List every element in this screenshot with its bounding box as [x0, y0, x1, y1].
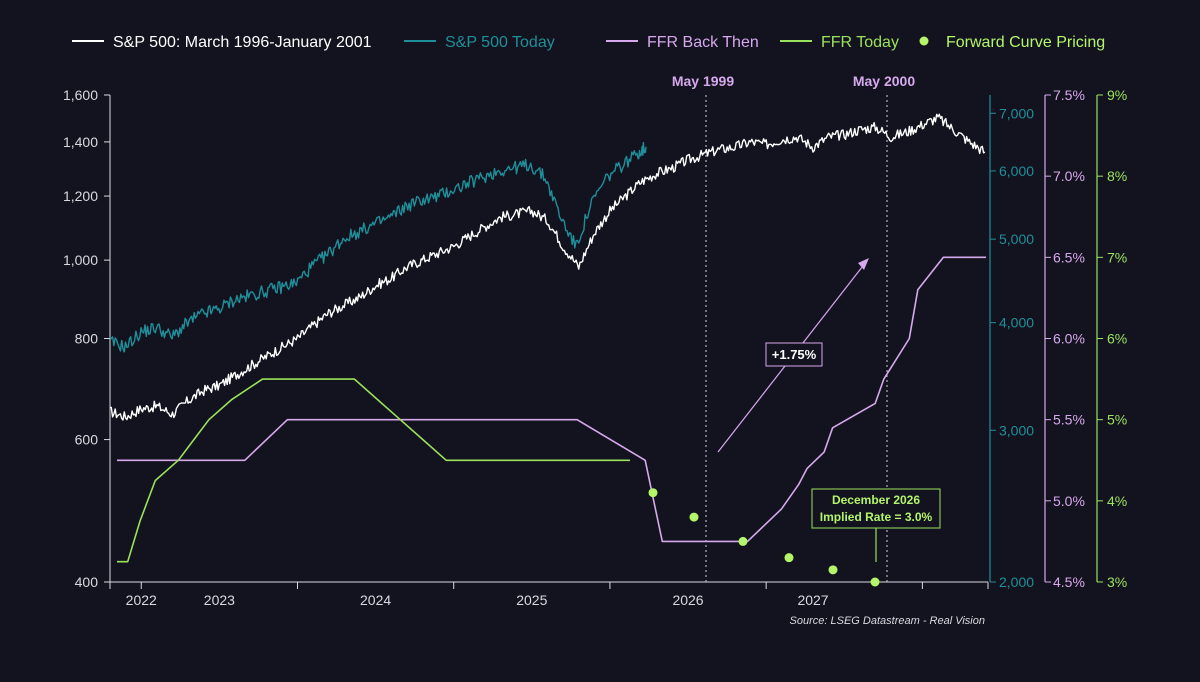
hike-arrow-head	[858, 258, 869, 270]
legend-label: S&P 500: March 1996-January 2001	[113, 34, 372, 51]
legend-item-sp_back: S&P 500: March 1996-January 2001	[72, 34, 372, 51]
source-note: Source: LSEG Datastream - Real Vision	[790, 615, 985, 627]
series-line-ffr_back	[117, 256, 986, 543]
left-tick-label: 400	[75, 574, 99, 590]
december-box-title: December 2026	[832, 493, 920, 507]
x-tick-label: 2023	[204, 592, 235, 608]
legend-item-ffr_today: FFR Today	[780, 34, 899, 51]
series-line-sp_today	[109, 141, 647, 353]
right-tick-label-ffr-back: 6.5%	[1053, 249, 1085, 265]
right-tick-label-ffr-back: 7.5%	[1053, 87, 1085, 103]
left-tick-label: 800	[75, 331, 99, 347]
right-tick-label-ffr-back: 7.0%	[1053, 168, 1085, 184]
left-tick-label: 1,000	[63, 252, 98, 268]
series-layer	[109, 113, 986, 587]
series-line-sp_back	[109, 113, 986, 421]
right-tick-label-ffr-today: 8%	[1107, 168, 1127, 184]
right-tick-label-sp-today: 5,000	[999, 231, 1034, 247]
forward-curve-point	[738, 536, 748, 546]
series-line-ffr_today	[117, 378, 630, 563]
right-tick-label-sp-today: 4,000	[999, 315, 1034, 331]
december-box-rate: Implied Rate = 3.0%	[820, 510, 933, 524]
forward-curve-point	[784, 553, 794, 563]
right-tick-label-ffr-today: 5%	[1107, 412, 1127, 428]
legend-item-forward: Forward Curve Pricing	[919, 34, 1105, 51]
forward-curve-point	[648, 488, 658, 498]
right-tick-label-sp-today: 3,000	[999, 422, 1034, 438]
legend-label: FFR Back Then	[647, 34, 759, 51]
left-tick-label: 1,600	[63, 87, 98, 103]
vertical-marker-label: May 2000	[853, 73, 915, 89]
legend-item-sp_today: S&P 500 Today	[404, 34, 555, 51]
left-tick-label: 1,200	[63, 188, 98, 204]
right-tick-label-ffr-today: 4%	[1107, 493, 1127, 509]
right-tick-label-sp-today: 7,000	[999, 105, 1034, 121]
forward-curve-point	[689, 512, 699, 522]
annotations: +1.75% December 2026 Implied Rate = 3.0%	[717, 258, 941, 562]
december-box-border	[811, 488, 941, 529]
left-tick-label: 1,400	[63, 134, 98, 150]
right-tick-label-sp-today: 2,000	[999, 574, 1034, 590]
hike-label-border	[765, 342, 823, 367]
forward-curve-point	[870, 577, 880, 587]
axes: 2022 2023 2024 2025 2026 2027 400 600 800 1,000 1,…	[63, 87, 1127, 608]
right-tick-label-ffr-today: 7%	[1107, 249, 1127, 265]
right-tick-label-ffr-back: 4.5%	[1053, 574, 1085, 590]
legend-label: Forward Curve Pricing	[946, 34, 1105, 51]
right-tick-label-sp-today: 6,000	[999, 163, 1034, 179]
december-rate-box: December 2026 Implied Rate = 3.0%	[811, 488, 941, 562]
right-tick-label-ffr-back: 5.0%	[1053, 493, 1085, 509]
right-tick-label-ffr-today: 6%	[1107, 331, 1127, 347]
x-tick-label: 2022	[126, 592, 157, 608]
x-tick-label: 2025	[516, 592, 547, 608]
legend-dot-icon	[919, 36, 929, 46]
hike-label-box: +1.75%	[765, 342, 823, 367]
legend-label: FFR Today	[821, 34, 899, 51]
legend-label: S&P 500 Today	[445, 34, 555, 51]
left-tick-label: 600	[75, 432, 99, 448]
forward-curve-point	[828, 565, 838, 575]
vertical-marker-label: May 1999	[672, 73, 734, 89]
right-tick-label-ffr-today: 9%	[1107, 87, 1127, 103]
right-tick-label-ffr-today: 3%	[1107, 574, 1127, 590]
x-tick-label: 2024	[360, 592, 391, 608]
x-tick-label: 2026	[672, 592, 703, 608]
x-tick-label: 2027	[797, 592, 828, 608]
right-tick-label-ffr-back: 5.5%	[1053, 412, 1085, 428]
legend-item-ffr_back: FFR Back Then	[606, 34, 759, 51]
right-tick-label-ffr-back: 6.0%	[1053, 331, 1085, 347]
hike-label-text: +1.75%	[772, 347, 817, 362]
legend: S&P 500: March 1996-January 2001 S&P 500 …	[72, 34, 1105, 51]
